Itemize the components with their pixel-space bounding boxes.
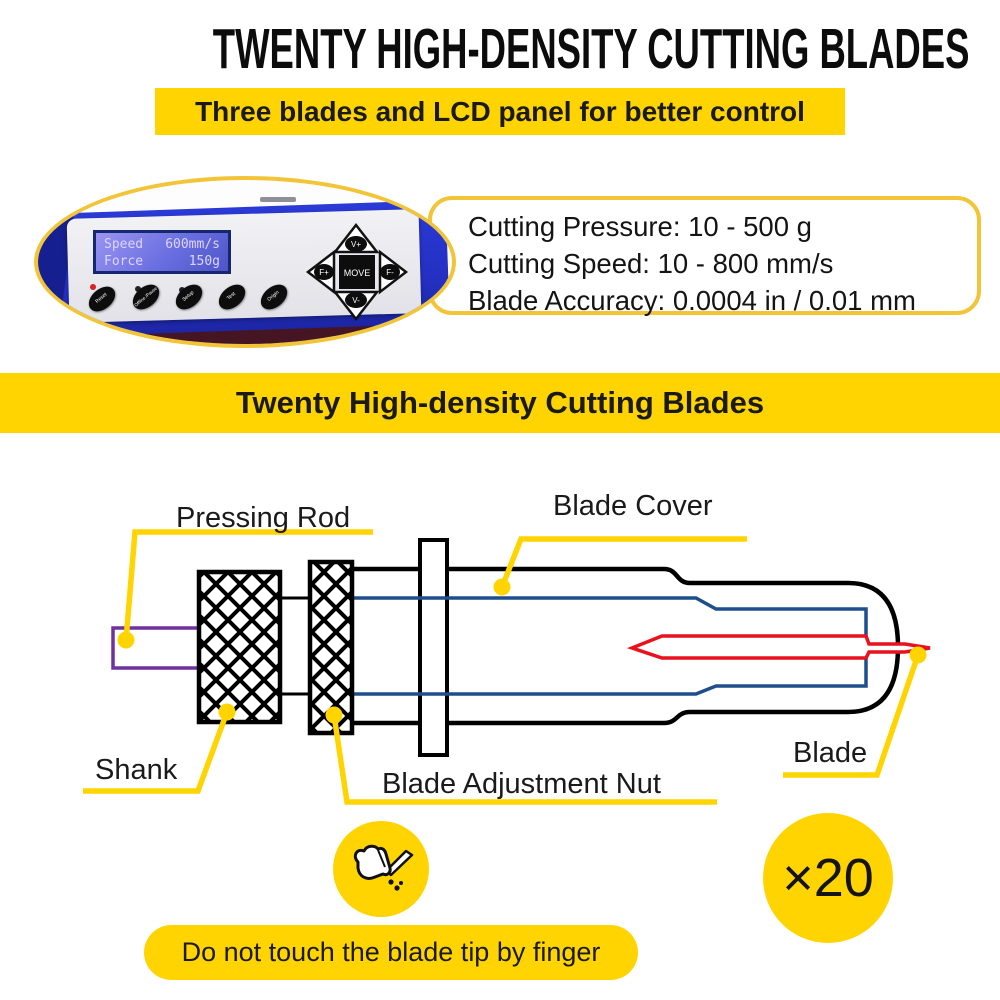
shank-leader (83, 711, 230, 794)
v-minus-key[interactable] (345, 292, 367, 308)
f-minus-key[interactable] (380, 264, 400, 280)
adjustment-nut-leader (331, 714, 717, 805)
control-panel-photo: Speed 600mm/s Force 150g Reset Offline /… (34, 176, 456, 348)
section-banner: Twenty High-density Cutting Blades (0, 373, 1000, 433)
adjustment-nut-dot (325, 706, 343, 724)
blade-leader (783, 654, 921, 778)
section-banner-text: Twenty High-density Cutting Blades (235, 385, 765, 420)
v-plus-label: V+ (351, 240, 361, 249)
finger-blade-icon (353, 844, 414, 891)
label-adjustment-nut: Blade Adjustment Nut (382, 768, 661, 800)
shank-dot (218, 703, 236, 721)
f-plus-key[interactable] (314, 264, 334, 280)
warning-banner-text: Do not touch the blade tip by finger (181, 937, 601, 967)
warning-icon-badge (333, 821, 429, 917)
adjustment-nut-shape (307, 559, 355, 736)
label-shank: Shank (95, 754, 178, 786)
lcd-row-speed: Speed 600mm/s (104, 236, 220, 253)
blade-count-text: ×20 (782, 848, 874, 908)
v-minus-label: V- (352, 296, 360, 305)
blade-holder-diagram: Pressing Rod Blade Cover Shank Blade Adj… (83, 490, 931, 805)
v-plus-key[interactable] (345, 236, 367, 252)
lcd-row-force: Force 150g (104, 253, 220, 270)
lcd-speed-label: Speed (104, 237, 144, 252)
move-key-label: MOVE (344, 268, 371, 278)
warning-banner: Do not touch the blade tip by finger (144, 925, 638, 980)
move-keypad: MOVE V+ V- F+ F- (305, 222, 409, 322)
spec-cutting-speed: Cutting Speed: 10 - 800 mm/s (468, 248, 834, 279)
lcd-force-label: Force (104, 254, 144, 269)
f-minus-label: F- (386, 268, 394, 277)
label-blade-cover: Blade Cover (553, 490, 713, 522)
reset-led (90, 284, 96, 290)
f-plus-label: F+ (319, 268, 329, 277)
spec-cutting-pressure: Cutting Pressure: 10 - 500 g (468, 211, 812, 242)
collar (278, 596, 312, 696)
lcd-display: Speed 600mm/s Force 150g (93, 230, 231, 274)
blade-cover-dot (493, 578, 511, 596)
pressing-rod-dot (117, 631, 135, 649)
page-title: TWENTY HIGH-DENSITY CUTTING BLADES (0, 16, 1000, 82)
lcd-force-value: 150g (188, 254, 220, 269)
blade-count-badge: ×20 (763, 813, 893, 943)
blade-shape (626, 634, 931, 660)
move-key[interactable] (339, 255, 375, 289)
label-blade: Blade (793, 737, 867, 769)
device-slot (260, 197, 296, 202)
blade-cover-leader (499, 536, 747, 589)
subtitle-text: Three blades and LCD panel for better co… (195, 96, 805, 127)
spec-blade-accuracy: Blade Accuracy: 0.0004 in / 0.01 mm (468, 285, 916, 316)
flange (418, 538, 449, 757)
page-title-text: TWENTY HIGH-DENSITY CUTTING BLADES (212, 17, 970, 81)
pressing-rod-leader (123, 529, 373, 641)
specs-callout: Cutting Pressure: 10 - 500 g Cutting Spe… (428, 196, 981, 316)
label-pressing-rod: Pressing Rod (176, 502, 350, 534)
blade-dot (909, 646, 927, 664)
subtitle-banner: Three blades and LCD panel for better co… (155, 88, 845, 135)
specs-text-block: Cutting Pressure: 10 - 500 g Cutting Spe… (468, 208, 916, 319)
shank-shape (196, 569, 283, 725)
lcd-speed-value: 600mm/s (165, 237, 220, 252)
